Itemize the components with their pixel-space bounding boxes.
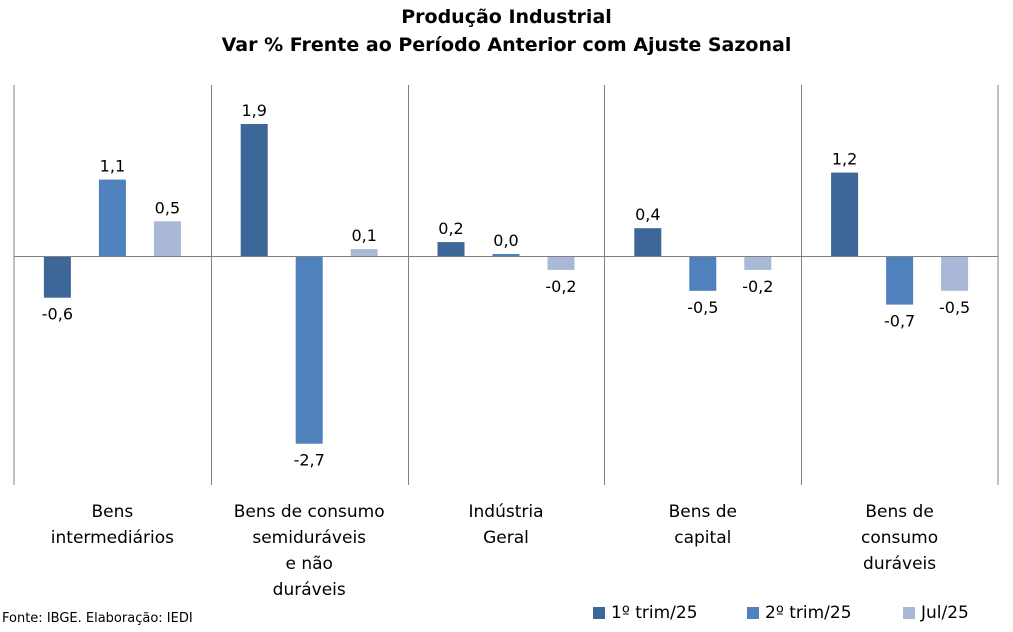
category-label: Bens de consumo — [234, 502, 385, 522]
category-label: intermediários — [51, 528, 174, 548]
category-label: Bens de — [669, 502, 737, 522]
data-label: 0,4 — [635, 205, 660, 224]
bar — [350, 249, 378, 257]
category-label: Geral — [483, 528, 529, 548]
bar — [437, 242, 465, 256]
category-label: duráveis — [863, 554, 936, 574]
bar — [831, 172, 859, 256]
legend-label-1: 1º trim/25 — [611, 603, 698, 623]
data-label: -0,7 — [884, 312, 915, 331]
category-label: e não — [285, 554, 332, 574]
legend-label-3: Jul/25 — [921, 603, 969, 623]
bar — [240, 124, 268, 256]
data-label: -2,7 — [294, 451, 325, 470]
bar — [295, 256, 323, 444]
category-label: Bens de — [865, 502, 933, 522]
category-label: Indústria — [468, 502, 543, 522]
legend-swatch-1 — [593, 607, 605, 619]
data-label: 1,2 — [832, 150, 857, 169]
bar — [43, 256, 71, 298]
category-label: capital — [674, 528, 731, 548]
bar — [153, 221, 181, 257]
bar — [98, 179, 126, 257]
legend-item-2: 2º trim/25 — [747, 603, 852, 623]
legend-label-2: 2º trim/25 — [765, 603, 852, 623]
category-label: consumo — [861, 528, 938, 548]
category-label: duráveis — [273, 580, 346, 600]
bar — [689, 256, 717, 291]
data-label: -0,2 — [742, 277, 773, 296]
data-label: 1,9 — [241, 101, 266, 120]
legend-swatch-3 — [903, 607, 915, 619]
bar — [744, 256, 772, 270]
source-note: Fonte: IBGE. Elaboração: IEDI — [2, 611, 193, 626]
bar — [492, 254, 520, 256]
data-label: -0,5 — [687, 298, 718, 317]
bar — [886, 256, 914, 305]
category-label: semiduráveis — [252, 528, 366, 548]
category-label: Bens — [92, 502, 134, 522]
legend-swatch-2 — [747, 607, 759, 619]
data-label: 0,2 — [438, 219, 463, 238]
data-label: 0,0 — [493, 231, 518, 250]
data-label: 1,1 — [100, 157, 125, 176]
chart-subtitle: Var % Frente ao Período Anterior com Aju… — [221, 34, 792, 56]
bar — [634, 228, 662, 256]
bar — [941, 256, 969, 291]
bar — [547, 256, 575, 270]
data-label: 0,1 — [351, 226, 376, 245]
chart-title: Produção Industrial — [401, 6, 612, 28]
data-label: -0,5 — [939, 298, 970, 317]
data-label: 0,5 — [155, 198, 180, 217]
data-label: -0,6 — [42, 305, 73, 324]
legend-item-3: Jul/25 — [903, 603, 969, 623]
data-label: -0,2 — [545, 277, 576, 296]
legend-item-1: 1º trim/25 — [593, 603, 698, 623]
